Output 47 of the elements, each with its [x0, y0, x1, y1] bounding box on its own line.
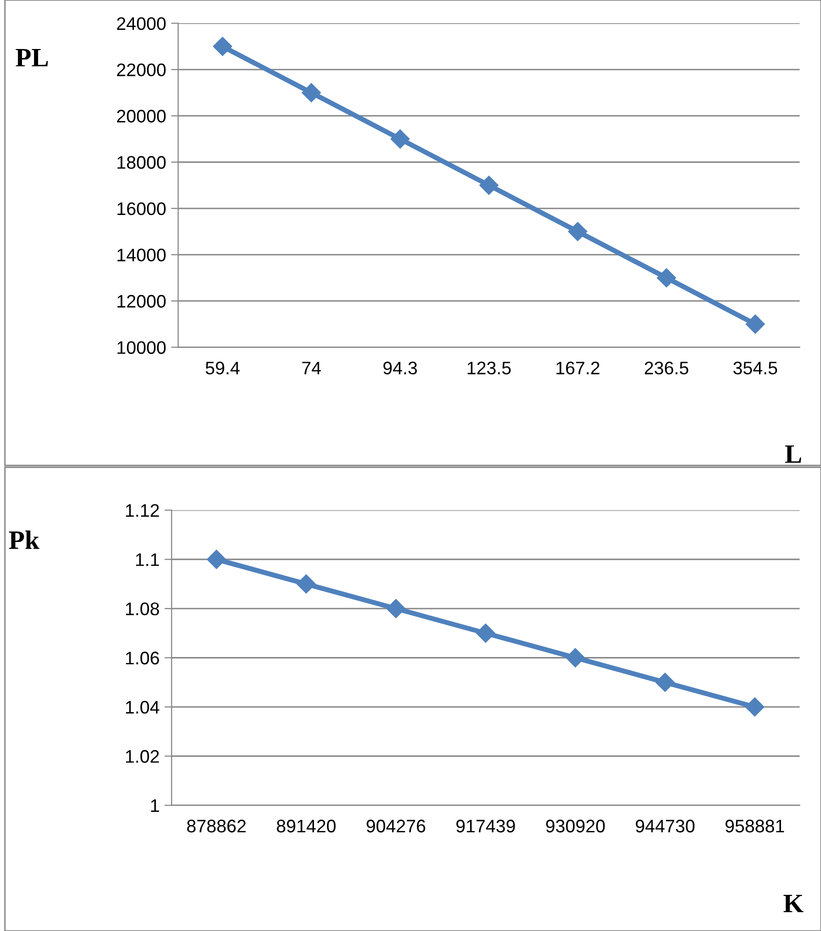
x-tick-label: 94.3 [383, 362, 417, 374]
y-tick-label: 20000 [117, 110, 166, 123]
point [302, 83, 321, 102]
y-tick-label: 22000 [117, 63, 166, 76]
x-tick-label: 917439 [456, 820, 515, 832]
point [296, 574, 316, 594]
y-tick-label: 16000 [118, 202, 166, 216]
point [479, 176, 498, 195]
y-tick-label: 24000 [117, 17, 166, 30]
point [746, 314, 765, 334]
y-tick-label: 1.1 [136, 553, 159, 566]
y-tick-label: 12000 [118, 294, 166, 308]
y-tick-label: 1.08 [126, 602, 159, 616]
y-tick-label: 10000 [118, 341, 166, 354]
y-tick-label: 1 [151, 799, 159, 812]
x-tick-label: 123.5 [468, 362, 511, 374]
y-tick-label: 18000 [118, 156, 166, 169]
x-axis-title: L [785, 445, 802, 463]
y-axis-title: Pk [9, 530, 40, 549]
x-axis-title: K [784, 894, 804, 912]
point [390, 129, 410, 149]
x-tick-label: 904276 [366, 820, 426, 832]
point [206, 550, 226, 569]
y-tick-label: 14000 [118, 248, 166, 262]
point [656, 268, 676, 288]
x-tick-label: 167.2 [556, 362, 600, 374]
x-tick-label: 236.5 [644, 362, 688, 374]
point [745, 697, 764, 716]
point [213, 36, 232, 56]
point [386, 599, 406, 618]
y-axis-title: PL [16, 48, 48, 66]
x-tick-label: 930920 [546, 820, 605, 832]
x-tick-label: 944730 [636, 820, 694, 832]
x-tick-label: 891420 [276, 820, 336, 832]
point [566, 648, 585, 668]
y-tick-label: 1.02 [126, 750, 159, 763]
x-tick-label: 878862 [187, 820, 246, 832]
x-tick-label: 59.4 [206, 362, 240, 374]
point [656, 672, 675, 692]
y-tick-label: 1.06 [126, 652, 159, 664]
x-tick-label: 958881 [726, 820, 784, 832]
y-tick-label: 1.04 [126, 700, 160, 714]
x-tick-label: 354.5 [733, 362, 778, 374]
x-tick-label: 74 [302, 362, 321, 374]
y-tick-label: 1.12 [126, 504, 159, 517]
point [568, 222, 588, 242]
point [476, 624, 496, 643]
